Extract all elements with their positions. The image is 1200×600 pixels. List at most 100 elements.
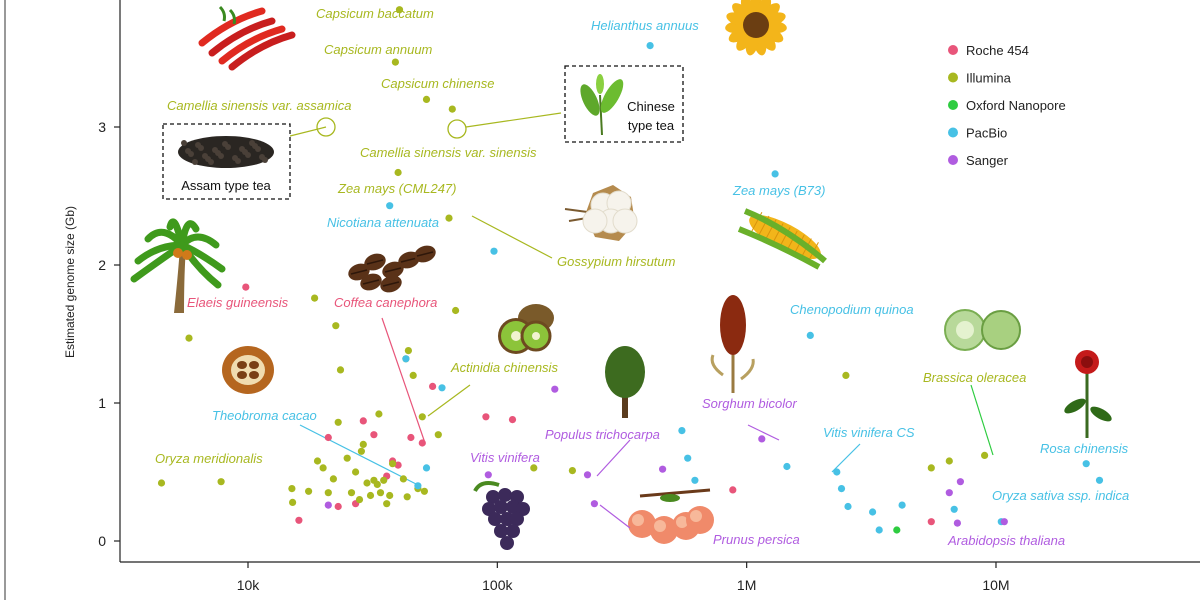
connector-line [471, 215, 553, 259]
data-point [363, 479, 371, 487]
data-point [953, 519, 962, 527]
data-point [370, 431, 378, 439]
data-point [646, 42, 654, 50]
species-label: Zea mays (B73) [732, 183, 825, 198]
species-label: Arabidopsis thaliana [947, 533, 1065, 548]
data-point [678, 427, 686, 435]
y-tick-label: 3 [98, 119, 106, 135]
data-point [380, 476, 388, 484]
boxed-labels: Assam type tea Chinese type tea [162, 65, 684, 200]
legend-marker [948, 100, 958, 110]
data-point [758, 435, 766, 443]
legend-entry: Sanger [948, 153, 1009, 168]
data-point [837, 485, 846, 493]
corn-cob-icon [737, 208, 827, 270]
species-label: Actinidia chinensis [450, 360, 558, 375]
data-point [659, 465, 667, 473]
species-label: Brassica oleracea [923, 370, 1026, 385]
legend-label: Roche 454 [966, 43, 1029, 58]
data-point [402, 355, 410, 363]
legend-marker [948, 45, 958, 55]
boxed-label: Assam type tea [162, 123, 291, 200]
data-point [551, 385, 559, 393]
species-label: Capsicum baccatum [316, 6, 434, 21]
legend: Roche 454 Illumina Oxford Nanopore PacBio Sa… [948, 43, 1066, 168]
data-point [448, 105, 456, 113]
data-point [590, 500, 599, 508]
species-label: Populus trichocarpa [545, 427, 660, 442]
species-label: Sorghum bicolor [702, 396, 797, 411]
data-point [288, 485, 296, 493]
annotation-connectors [281, 112, 994, 529]
species-label: Elaeis guineensis [187, 295, 289, 310]
legend-entry: PacBio [948, 126, 1007, 141]
connector-line [381, 317, 426, 444]
data-point [404, 347, 412, 355]
data-point [305, 487, 313, 495]
data-point [334, 418, 342, 426]
data-point [295, 516, 303, 524]
connector-line [747, 424, 780, 441]
tree-icon [605, 346, 645, 418]
data-point [383, 500, 391, 508]
highlight-ring [447, 119, 467, 139]
data-point [355, 496, 364, 504]
data-point [950, 505, 958, 513]
connector-line [596, 439, 631, 477]
species-label: Coffea canephora [334, 295, 437, 310]
species-label: Vitis vinifera [470, 450, 540, 465]
data-point [386, 491, 394, 500]
legend-label: Oxford Nanopore [966, 98, 1066, 113]
species-label: Chenopodium quinoa [790, 302, 914, 317]
green-tea-sprig-icon [580, 74, 624, 136]
species-label: Oryza sativa ssp. indica [992, 488, 1129, 503]
data-point [329, 475, 337, 483]
connector-line [831, 443, 861, 473]
peach-icon [628, 488, 714, 544]
illustrations [130, 0, 1112, 550]
data-point [927, 518, 935, 526]
data-point [981, 451, 989, 459]
legend-marker [948, 127, 958, 138]
connector-line [427, 384, 471, 417]
data-point [414, 482, 422, 490]
boxed-label: Chinese type tea [564, 65, 684, 143]
species-label: Gossypium hirsutum [557, 254, 676, 269]
data-point [366, 491, 375, 500]
legend-label: PacBio [966, 126, 1007, 141]
x-tick-label: 100k [482, 577, 513, 593]
species-label: Capsicum chinense [381, 76, 494, 91]
data-point [438, 384, 446, 392]
data-point [394, 461, 402, 469]
data-point [217, 478, 225, 486]
boxed-label-text: Chinese type tea [627, 99, 675, 133]
data-point [583, 471, 592, 479]
connector-line [299, 424, 419, 486]
data-point [407, 433, 415, 442]
legend-entry: Roche 454 [948, 43, 1029, 58]
data-point [418, 413, 426, 421]
y-tick-label: 1 [98, 395, 106, 411]
cacao-pod-icon [222, 346, 274, 394]
data-point [422, 464, 431, 472]
species-label: Zea mays (CML247) [337, 181, 456, 196]
data-point [898, 501, 906, 509]
data-point [324, 501, 332, 509]
kiwi-fruit-icon [498, 304, 554, 354]
data-point [357, 447, 365, 455]
data-point [783, 462, 791, 471]
data-point [691, 476, 699, 484]
data-point [445, 214, 453, 222]
species-labels: Capsicum baccatum Capsicum annuum Capsicum… [155, 6, 1129, 548]
data-point [359, 417, 367, 425]
species-label: Nicotiana attenuata [327, 215, 439, 230]
species-label: Helianthus annuus [591, 18, 699, 33]
connector-line [465, 112, 562, 128]
data-point [434, 431, 442, 439]
x-tick-label: 10k [237, 577, 261, 593]
species-label: Camellia sinensis var. assamica [167, 98, 351, 113]
boxed-label-text: Assam type tea [181, 178, 271, 193]
data-point [332, 322, 340, 330]
data-point [185, 334, 193, 342]
